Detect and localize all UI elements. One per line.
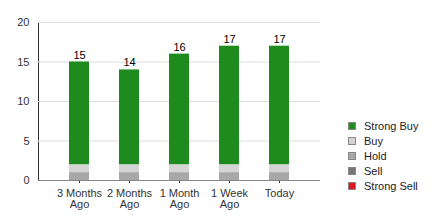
svg-text:5: 5 xyxy=(23,135,29,147)
html-text:Strong Sell: Strong Sell xyxy=(364,179,418,192)
html-text:Hold: Hold xyxy=(364,149,387,162)
svg-text:3 MonthsAgo: 3 MonthsAgo xyxy=(57,187,103,210)
svg-text:10: 10 xyxy=(17,95,29,107)
svg-text:16: 16 xyxy=(173,41,185,53)
svg-text:2 MonthsAgo: 2 MonthsAgo xyxy=(107,187,153,210)
html-text:Buy: Buy xyxy=(364,134,383,147)
svg-text:1 WeekAgo: 1 WeekAgo xyxy=(211,187,249,210)
svg-text:20: 20 xyxy=(17,16,29,28)
svg-text:Today: Today xyxy=(265,187,295,199)
svg-text:17: 17 xyxy=(273,33,285,45)
svg-text:1 MonthAgo: 1 MonthAgo xyxy=(160,187,200,210)
html-text:Sell: Sell xyxy=(364,164,383,177)
svg-text:17: 17 xyxy=(223,33,235,45)
html-text:Strong Buy: Strong Buy xyxy=(364,119,419,132)
svg-text:14: 14 xyxy=(123,56,135,68)
svg-text:15: 15 xyxy=(17,56,29,68)
svg-text:0: 0 xyxy=(23,174,29,186)
svg-text:15: 15 xyxy=(73,49,85,61)
